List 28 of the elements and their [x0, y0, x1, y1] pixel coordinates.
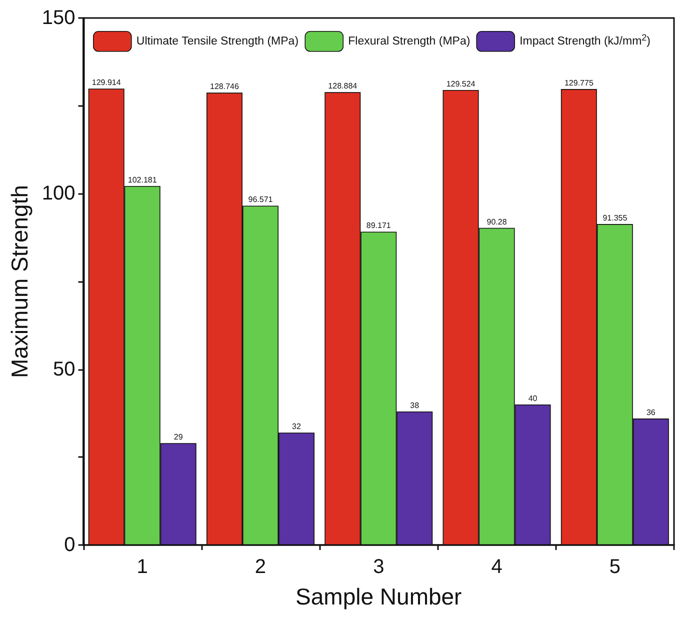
data-label: 32: [292, 422, 302, 432]
x-tick-label: 1: [136, 556, 148, 578]
data-label: 36: [646, 408, 656, 418]
x-tick-label: 3: [373, 556, 384, 578]
legend-label: Flexural Strength (MPa): [348, 35, 470, 48]
data-label: 90.28: [486, 217, 508, 226]
data-label: 29: [174, 432, 184, 442]
data-label: 40: [528, 394, 538, 403]
data-label: 129.775: [564, 78, 594, 88]
data-label: 96.571: [248, 195, 274, 204]
data-label: 89.171: [366, 221, 392, 230]
data-label: 128.884: [328, 82, 358, 91]
legend-label: Ultimate Tensile Strength (MPa): [136, 35, 299, 48]
y-tick-label: 150: [42, 7, 76, 29]
y-axis-title: Maximum Strength: [6, 184, 32, 378]
x-tick-label: 5: [609, 556, 620, 578]
x-axis-title: Sample Number: [296, 584, 462, 610]
x-tick-label: 2: [254, 556, 266, 578]
y-tick-label: 100: [42, 182, 76, 205]
data-label: 129.524: [446, 79, 476, 88]
data-label: 128.746: [210, 82, 240, 92]
y-tick-label: 50: [53, 358, 76, 380]
data-label: 38: [410, 400, 420, 410]
data-label: 102.181: [128, 176, 158, 185]
y-tick-label: 0: [64, 534, 76, 556]
data-label: 129.914: [92, 78, 122, 88]
data-label: 91.355: [602, 214, 628, 223]
x-tick-label: 4: [491, 556, 502, 578]
